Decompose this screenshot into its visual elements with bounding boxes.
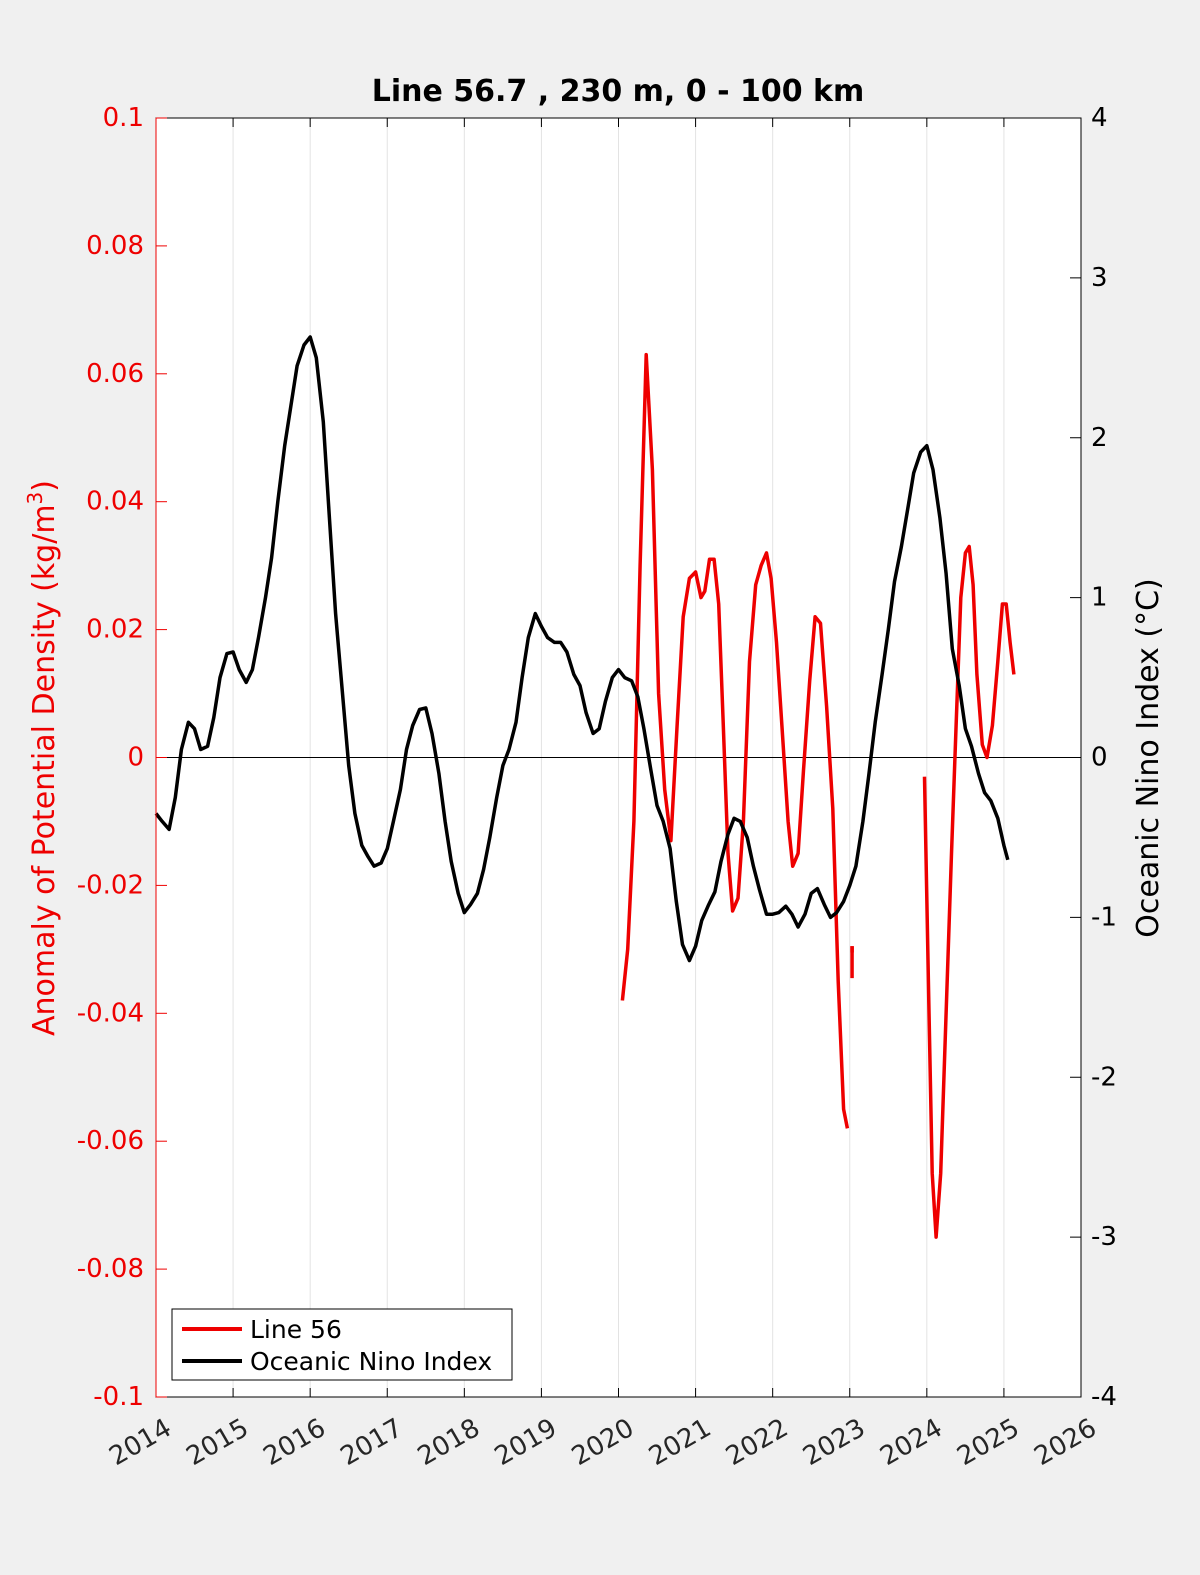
y-left-tick-label: -0.04 (77, 998, 144, 1028)
y-axis-left-label: Anomaly of Potential Density (kg/m3) (23, 480, 62, 1036)
y-left-tick-label: 0.06 (86, 359, 144, 389)
series-line56-segment-0 (620, 352, 850, 1129)
y-right-tick-label: 1 (1091, 583, 1108, 613)
y-left-tick-label: 0.1 (103, 103, 144, 133)
series-oni-line (154, 335, 1010, 963)
legend-label-line56: Line 56 (250, 1315, 342, 1344)
y-left-tick-label: -0.02 (77, 870, 144, 900)
y-right-tick-label: 4 (1091, 103, 1108, 133)
y-left-tick-label: -0.08 (77, 1254, 144, 1284)
y-right-tick-label: -4 (1091, 1382, 1117, 1412)
y-right-tick-label: 0 (1091, 743, 1108, 773)
y-axis-left-label-suffix: ) (27, 480, 62, 492)
legend-label-oni: Oceanic Nino Index (250, 1347, 492, 1376)
y-left-tick-label: 0 (127, 743, 144, 773)
y-left-tick-label: -0.06 (77, 1126, 144, 1156)
y-right-tick-label: -3 (1091, 1222, 1117, 1252)
chart-title: Line 56.7 , 230 m, 0 - 100 km (372, 74, 865, 109)
y-left-tick-label: -0.1 (93, 1382, 144, 1412)
y-right-tick-label: -2 (1091, 1062, 1117, 1092)
y-axis-right-label: Oceanic Nino Index (°C) (1131, 578, 1166, 938)
y-right-tick-label: -1 (1091, 902, 1117, 932)
y-right-tick-label: 2 (1091, 423, 1108, 453)
series-line56-segment-2 (922, 544, 1016, 1239)
legend-box (171, 1308, 513, 1381)
series-layer (154, 335, 1016, 1239)
y-left-tick-label: 0.08 (86, 231, 144, 261)
y-axis-left-label-main: Anomaly of Potential Density (kg/m (27, 504, 62, 1036)
y-left-tick-label: 0.04 (86, 487, 144, 517)
y-axis-left-label-superscript: 3 (23, 492, 47, 505)
legend: Line 56 Oceanic Nino Index (171, 1308, 513, 1381)
y-left-tick-label: 0.02 (86, 615, 144, 645)
y-right-tick-label: 3 (1091, 263, 1108, 293)
